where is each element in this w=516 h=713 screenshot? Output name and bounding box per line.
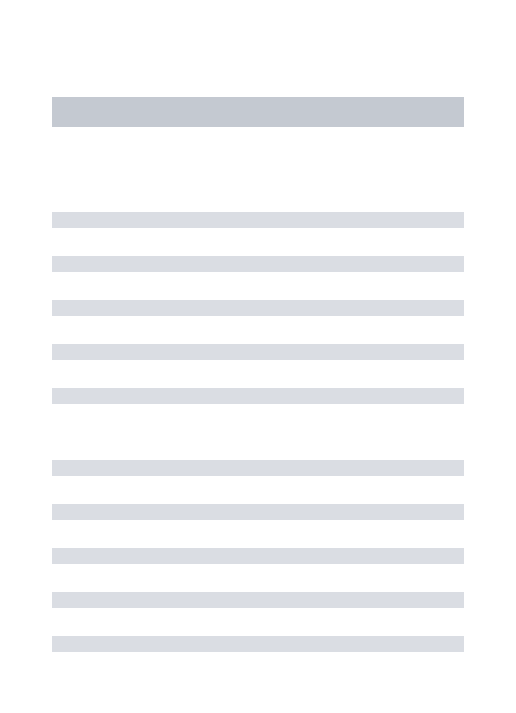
- skeleton-title: [52, 97, 464, 127]
- skeleton-line: [52, 212, 464, 228]
- skeleton-line: [52, 256, 464, 272]
- skeleton-line: [52, 344, 464, 360]
- skeleton-line: [52, 592, 464, 608]
- skeleton-paragraph-1: [52, 212, 464, 404]
- skeleton-line: [52, 548, 464, 564]
- skeleton-line: [52, 388, 464, 404]
- skeleton-container: [0, 0, 516, 652]
- skeleton-line: [52, 300, 464, 316]
- skeleton-line: [52, 636, 464, 652]
- skeleton-line: [52, 504, 464, 520]
- skeleton-line: [52, 460, 464, 476]
- skeleton-paragraph-2: [52, 460, 464, 652]
